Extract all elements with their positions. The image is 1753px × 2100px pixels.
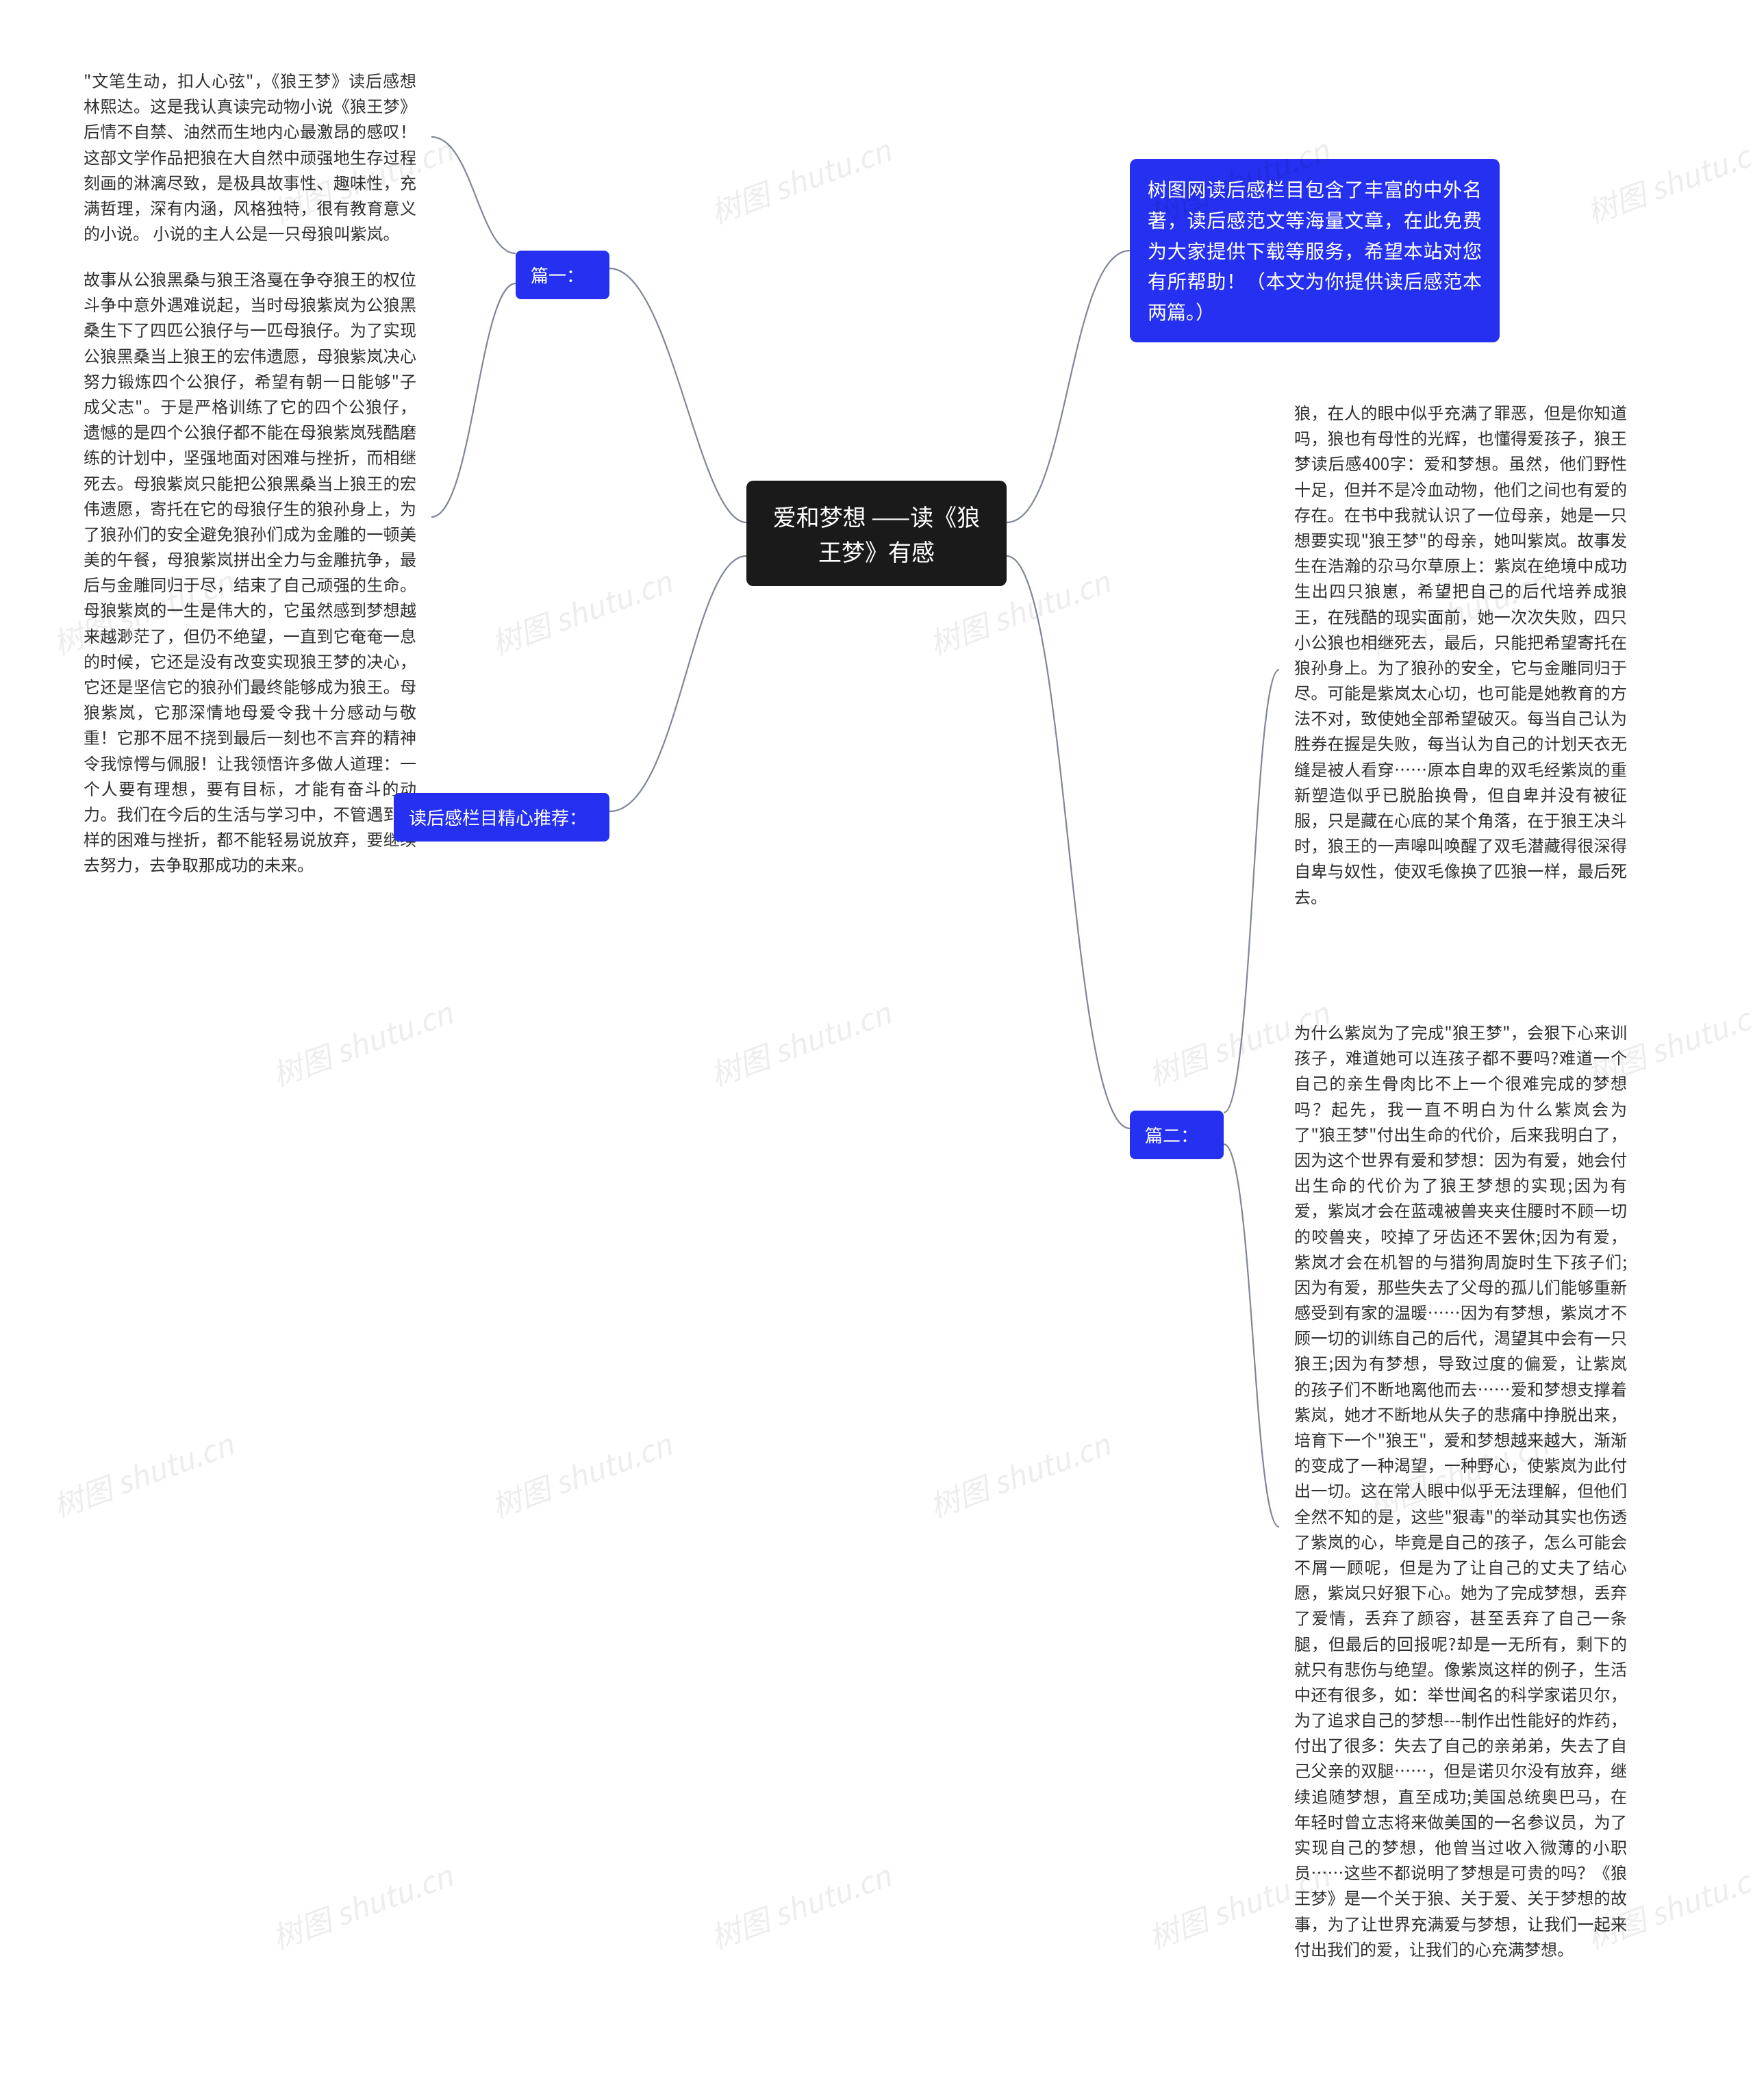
watermark: 树图 shutu.cn: [46, 1421, 238, 1527]
watermark: 树图 shutu.cn: [484, 558, 677, 664]
root-node[interactable]: 爱和梦想 ——读《狼王梦》有感: [746, 481, 1007, 586]
leaf-p1-a: "文笔生动，扣人心弦"，《狼王梦》读后感想 林熙达。这是我认真读完动物小说《狼王…: [68, 55, 431, 257]
watermark: 树图 shutu.cn: [703, 127, 896, 233]
leaf-p2-b: 为什么紫岚为了完成"狼王梦"，会狠下心来训孩子，难道她可以连孩子都不要吗?难道一…: [1279, 1007, 1642, 1973]
watermark: 树图 shutu.cn: [703, 989, 896, 1096]
watermark: 树图 shutu.cn: [922, 1421, 1115, 1527]
watermark: 树图 shutu.cn: [1580, 127, 1753, 233]
branch-part-1[interactable]: 篇一：: [516, 251, 609, 299]
watermark: 树图 shutu.cn: [703, 1852, 896, 1958]
watermark: 树图 shutu.cn: [265, 1852, 457, 1958]
watermark: 树图 shutu.cn: [484, 1421, 677, 1527]
watermark: 树图 shutu.cn: [265, 989, 457, 1096]
branch-part-2[interactable]: 篇二：: [1130, 1111, 1224, 1159]
intro-card: 树图网读后感栏目包含了丰富的中外名著，读后感范文等海量文章，在此免费为大家提供下…: [1130, 159, 1500, 342]
branch-recommend[interactable]: 读后感栏目精心推荐：: [394, 793, 609, 842]
leaf-p2-a: 狼，在人的眼中似乎充满了罪恶，但是你知道吗，狼也有母性的光辉，也懂得爱孩子，狼王…: [1279, 387, 1642, 921]
leaf-p1-b: 故事从公狼黑桑与狼王洛戛在争夺狼王的权位斗争中意外遇难说起，当时母狼紫岚为公狼黑…: [68, 253, 431, 889]
